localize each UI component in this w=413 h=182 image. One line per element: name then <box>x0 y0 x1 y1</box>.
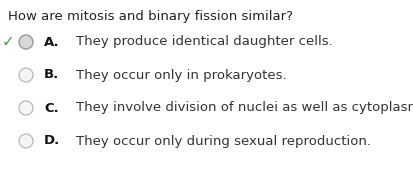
Text: How are mitosis and binary fission similar?: How are mitosis and binary fission simil… <box>8 10 292 23</box>
Circle shape <box>19 35 33 49</box>
Text: B.: B. <box>44 68 59 82</box>
Text: ✓: ✓ <box>2 35 14 50</box>
Circle shape <box>19 101 33 115</box>
Text: C.: C. <box>44 102 59 114</box>
Text: They occur only in prokaryotes.: They occur only in prokaryotes. <box>76 68 286 82</box>
Text: They occur only during sexual reproduction.: They occur only during sexual reproducti… <box>76 134 370 147</box>
Text: They produce identical daughter cells.: They produce identical daughter cells. <box>76 35 332 48</box>
Text: A.: A. <box>44 35 59 48</box>
Circle shape <box>19 134 33 148</box>
Circle shape <box>19 68 33 82</box>
Text: They involve division of nuclei as well as cytoplasm.: They involve division of nuclei as well … <box>76 102 413 114</box>
Text: D.: D. <box>44 134 60 147</box>
